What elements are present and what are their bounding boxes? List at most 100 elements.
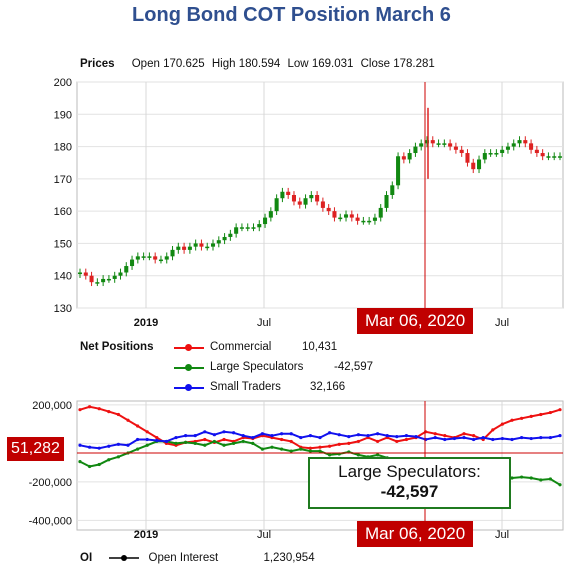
candle: [182, 246, 187, 250]
series-point-small-traders: [260, 432, 264, 436]
candle: [291, 195, 296, 202]
candle: [239, 227, 244, 229]
series-point-small-traders: [558, 434, 562, 438]
series-point-commercial: [472, 434, 476, 438]
series-point-large-speculators: [376, 453, 380, 457]
low-label: Low: [287, 58, 309, 70]
series-point-commercial: [145, 430, 149, 434]
series-point-small-traders: [241, 434, 245, 438]
positions-y-tick-label: -400,000: [29, 515, 72, 527]
legend-value-small-traders: 32,166: [310, 381, 346, 393]
series-point-commercial: [510, 418, 514, 422]
candle: [424, 140, 430, 144]
series-point-small-traders: [481, 435, 485, 440]
candle: [557, 156, 563, 158]
series-point-commercial: [558, 408, 562, 412]
price-y-tick-label: 200: [54, 77, 72, 89]
price-y-tick-label: 190: [54, 109, 72, 121]
candle: [118, 272, 123, 276]
series-point-large-speculators: [520, 475, 524, 479]
series-point-small-traders: [318, 435, 322, 440]
candle: [193, 243, 198, 247]
series-point-large-speculators: [203, 443, 207, 447]
series-point-large-speculators: [97, 462, 101, 467]
candle: [315, 195, 320, 202]
series-point-small-traders: [270, 434, 274, 438]
candle: [251, 227, 256, 229]
positions-x-tick-label: Jul: [257, 529, 271, 541]
series-point-small-traders: [164, 439, 168, 444]
candle: [274, 198, 279, 212]
positions-y-tick-label: -200,000: [29, 477, 72, 489]
price-x-tick-label: Jul: [495, 317, 509, 329]
candle: [124, 266, 129, 273]
candle: [89, 275, 94, 283]
candle: [517, 140, 522, 144]
series-point-small-traders: [472, 437, 476, 442]
candle: [303, 198, 308, 205]
candle: [309, 195, 314, 199]
series-point-large-speculators: [289, 449, 293, 453]
series-point-commercial: [443, 434, 447, 438]
candle: [153, 256, 158, 260]
candle: [430, 140, 435, 144]
legend-small-traders[interactable]: Small Traders 32,166: [174, 381, 474, 397]
series-point-small-traders: [347, 435, 351, 439]
series-point-small-traders: [424, 437, 428, 442]
series-point-small-traders: [539, 435, 543, 440]
series-point-commercial: [136, 424, 140, 428]
series-point-small-traders: [88, 445, 92, 449]
candle: [158, 259, 163, 262]
high-label: High: [211, 58, 236, 70]
candle: [355, 217, 360, 221]
series-point-commercial: [308, 446, 312, 450]
series-point-small-traders: [491, 437, 495, 442]
series-point-large-speculators: [356, 453, 360, 457]
legend-commercial[interactable]: Commercial 10,431: [174, 341, 474, 357]
candle: [453, 146, 458, 150]
price-chart[interactable]: 200 190 180 170 160 150 140 130 2019 Jul Jul: [0, 0, 583, 340]
series-point-large-speculators: [529, 476, 533, 480]
series-point-small-traders: [462, 435, 466, 440]
candle: [263, 217, 268, 225]
series-point-commercial: [337, 442, 341, 446]
candle: [297, 201, 302, 205]
series-point-commercial: [520, 416, 524, 420]
candle: [384, 195, 389, 208]
series-point-small-traders: [443, 437, 447, 442]
series-point-small-traders: [251, 435, 255, 440]
legend-large-speculators[interactable]: Large Speculators -42,597: [174, 361, 474, 377]
series-point-small-traders: [184, 434, 188, 438]
series-point-small-traders: [510, 437, 514, 442]
candle: [413, 146, 418, 154]
series-point-small-traders: [222, 430, 226, 434]
candle: [205, 246, 210, 249]
price-x-tick-label: Jul: [257, 317, 271, 329]
open-label: Open: [131, 58, 160, 70]
series-point-commercial: [78, 408, 82, 412]
oi-name: Open Interest: [148, 552, 219, 564]
date-badge-bottom: Mar 06, 2020: [357, 521, 474, 547]
series-point-large-speculators: [299, 447, 303, 451]
series-point-commercial: [395, 439, 399, 444]
series-point-small-traders: [404, 434, 408, 438]
series-point-commercial: [376, 439, 380, 444]
series-point-small-traders: [97, 446, 101, 450]
series-point-large-speculators: [136, 447, 140, 451]
candle: [176, 246, 181, 250]
prices-summary: Prices Open 170.625 High 180.594 Low 169…: [80, 58, 439, 70]
candle: [459, 149, 464, 154]
series-point-small-traders: [385, 434, 389, 438]
series-point-small-traders: [116, 442, 120, 446]
series-point-commercial: [88, 405, 92, 409]
series-point-small-traders: [529, 436, 533, 441]
series-point-small-traders: [520, 435, 524, 440]
series-point-small-traders: [136, 437, 140, 442]
candle: [135, 256, 140, 260]
series-point-commercial: [529, 414, 533, 419]
candle: [280, 191, 285, 199]
candle: [396, 156, 401, 186]
candle: [101, 278, 106, 283]
candle: [500, 149, 505, 154]
candle: [482, 153, 487, 160]
